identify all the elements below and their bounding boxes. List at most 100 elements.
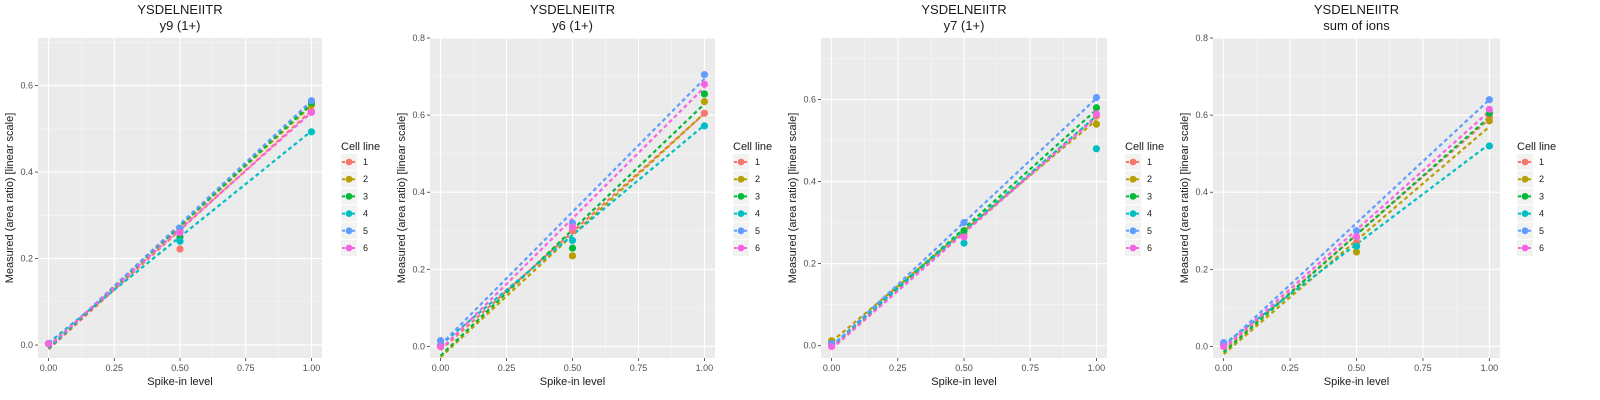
chart-subtitle: y9 (1+) <box>160 18 201 33</box>
legend-item-label: 6 <box>1539 243 1544 253</box>
legend-key-point <box>1521 193 1529 200</box>
x-tick-label: 0.75 <box>1414 363 1432 373</box>
legend: Cell line 1 2 3 4 5 6 <box>341 141 380 256</box>
x-tick-label: 0.25 <box>105 363 123 373</box>
chart-title: YSDELNEIITR <box>921 2 1006 17</box>
x-tick-label: 1.00 <box>1088 363 1106 373</box>
legend-key-point <box>1129 210 1137 218</box>
legend-item-label: 6 <box>1147 243 1152 253</box>
legend-item-label: 2 <box>755 174 760 184</box>
data-point-series-6 <box>960 233 968 241</box>
x-axis-title: Spike-in level <box>1324 376 1389 388</box>
data-point-series-4 <box>1092 145 1101 153</box>
data-point-series-1 <box>176 245 184 253</box>
data-point-series-4 <box>307 128 316 136</box>
legend-key-point <box>345 227 353 235</box>
legend-item-label: 3 <box>755 191 760 201</box>
legend-item-label: 5 <box>1539 226 1544 236</box>
data-point-series-4 <box>700 122 709 130</box>
legend-key-point <box>737 210 745 218</box>
legend-item-label: 2 <box>1147 174 1152 184</box>
data-point-series-2 <box>568 252 577 260</box>
legend-key-point <box>1129 158 1137 166</box>
fit-line-series-4 <box>439 124 706 346</box>
legend-item-label: 1 <box>363 157 368 167</box>
x-tick-label: 0.00 <box>1215 363 1233 373</box>
data-point-series-1 <box>700 109 709 117</box>
legend-key-point <box>1521 210 1529 218</box>
y-tick-label: 0.4 <box>803 177 816 187</box>
data-point-series-4 <box>568 236 577 245</box>
x-tick-label: 0.00 <box>432 363 450 373</box>
legend-key-point <box>1129 244 1137 252</box>
x-axis-title: Spike-in level <box>147 376 212 388</box>
y-tick-label: 0.6 <box>20 81 33 91</box>
x-tick-label: 1.00 <box>696 363 714 373</box>
data-point-series-5 <box>960 219 968 227</box>
y-axis-title: Measured (area ratio) [linear scale] <box>396 113 408 284</box>
legend-item-label: 3 <box>1539 191 1544 201</box>
x-tick-label: 0.50 <box>955 363 973 373</box>
chart-panel-4: 0.00 0.25 0.50 0.75 1.00 0.0 0.2 0.4 0.6 0.8 YSDEL… <box>1179 2 1556 388</box>
y-tick-label: 0.6 <box>803 95 816 105</box>
legend-key-point <box>345 244 353 252</box>
x-tick-label: 0.75 <box>1021 363 1039 373</box>
data-point-series-6 <box>44 340 53 348</box>
data-point-series-5 <box>1092 93 1101 102</box>
data-point-series-4 <box>176 237 184 245</box>
data-point-series-5 <box>436 337 445 345</box>
x-tick-label: 0.25 <box>889 363 907 373</box>
y-tick-label: 0.2 <box>1195 264 1208 274</box>
legend-key-point <box>1129 227 1137 235</box>
data-point-series-3 <box>1092 104 1101 112</box>
legend-item-label: 1 <box>755 157 760 167</box>
chart-title: YSDELNEIITR <box>137 2 222 17</box>
data-point-series-6 <box>176 228 184 237</box>
legend-key-point <box>1521 158 1529 166</box>
legend: Cell line 1 2 3 4 5 6 <box>733 141 772 256</box>
data-point-series-5 <box>700 71 709 79</box>
chart-panel-1: 0.00 0.25 0.50 0.75 1.00 0.0 0.2 0.4 0.6 YSDELNEI… <box>4 2 380 388</box>
legend-item-label: 5 <box>755 226 760 236</box>
legend-key-point <box>737 193 745 200</box>
legend-item-label: 4 <box>1147 209 1152 219</box>
data-point-series-2 <box>700 98 709 106</box>
x-tick-label: 0.75 <box>630 363 648 373</box>
y-tick-label: 0.4 <box>412 187 425 197</box>
legend: Cell line 1 2 3 4 5 6 <box>1125 141 1164 256</box>
x-tick-label: 1.00 <box>303 363 321 373</box>
data-point-series-4 <box>1485 142 1493 150</box>
y-tick-label: 0.0 <box>20 340 33 350</box>
legend-item-label: 2 <box>1539 174 1544 184</box>
chart-panel-2: 0.00 0.25 0.50 0.75 1.00 0.0 0.2 0.4 0.6 0.8 YSDEL… <box>396 2 772 388</box>
data-point-series-2 <box>1485 117 1493 125</box>
data-point-series-4 <box>1352 242 1361 250</box>
fit-line-series-5 <box>1222 98 1491 348</box>
data-point-series-6 <box>1485 105 1493 113</box>
legend-key-point <box>1129 193 1137 200</box>
x-tick-label: 0.00 <box>823 363 841 373</box>
y-tick-label: 0.0 <box>412 341 425 351</box>
legend-key-point <box>1521 175 1529 183</box>
y-tick-label: 0.2 <box>412 264 425 274</box>
x-axis-title: Spike-in level <box>931 376 996 388</box>
legend-item-label: 3 <box>1147 191 1152 201</box>
fit-line-series-2 <box>1222 125 1491 355</box>
y-tick-label: 0.4 <box>20 167 33 177</box>
x-tick-label: 0.25 <box>1281 363 1299 373</box>
y-axis-title: Measured (area ratio) [linear scale] <box>4 113 16 284</box>
data-point-series-5 <box>1352 227 1361 235</box>
legend-key-point <box>345 175 353 183</box>
x-tick-label: 1.00 <box>1481 363 1499 373</box>
legend-item-label: 1 <box>1147 157 1152 167</box>
y-tick-label: 0.4 <box>1195 187 1208 197</box>
legend-key-point <box>737 244 745 252</box>
y-tick-label: 0.0 <box>1195 341 1208 351</box>
fit-line-series-6 <box>439 86 706 351</box>
legend-item-label: 3 <box>363 191 368 201</box>
chart-subtitle: y6 (1+) <box>552 18 593 33</box>
legend: Cell line 1 2 3 4 5 6 <box>1517 141 1556 256</box>
legend-item-label: 1 <box>1539 157 1544 167</box>
